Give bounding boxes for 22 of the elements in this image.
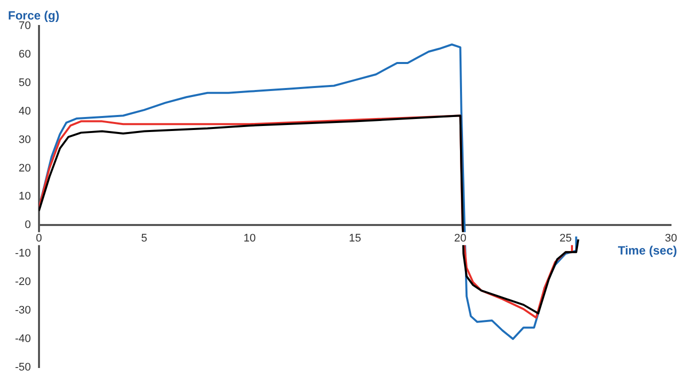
y-tick-label: -30 — [14, 304, 31, 317]
x-axis-title: Time (sec) — [618, 243, 677, 258]
x-tick-label: 5 — [141, 232, 148, 245]
y-tick-label: 10 — [18, 190, 31, 203]
x-tick-label: 10 — [243, 232, 256, 245]
y-tick-label: -20 — [14, 276, 31, 288]
y-tick-label: 0 — [24, 219, 31, 232]
x-tick-label: 30 — [664, 232, 678, 245]
x-tick-label: 0 — [36, 232, 42, 245]
y-tick-label: 60 — [18, 48, 31, 60]
x-tick-label: 25 — [560, 232, 572, 245]
x-tick-label: 20 — [454, 232, 466, 245]
y-tick-label: -10 — [14, 248, 31, 260]
y-tick-label: 70 — [18, 20, 31, 32]
y-tick-label: 30 — [18, 134, 31, 146]
y-tick-label: 20 — [18, 162, 31, 174]
y-axis-title: Force (g) — [8, 8, 60, 22]
y-tick-label: -40 — [14, 332, 31, 345]
y-tick-label: 50 — [18, 76, 31, 89]
y-tick-label: 40 — [18, 105, 31, 118]
x-tick-label: 15 — [348, 232, 362, 245]
y-tick-label: -50 — [14, 361, 31, 374]
